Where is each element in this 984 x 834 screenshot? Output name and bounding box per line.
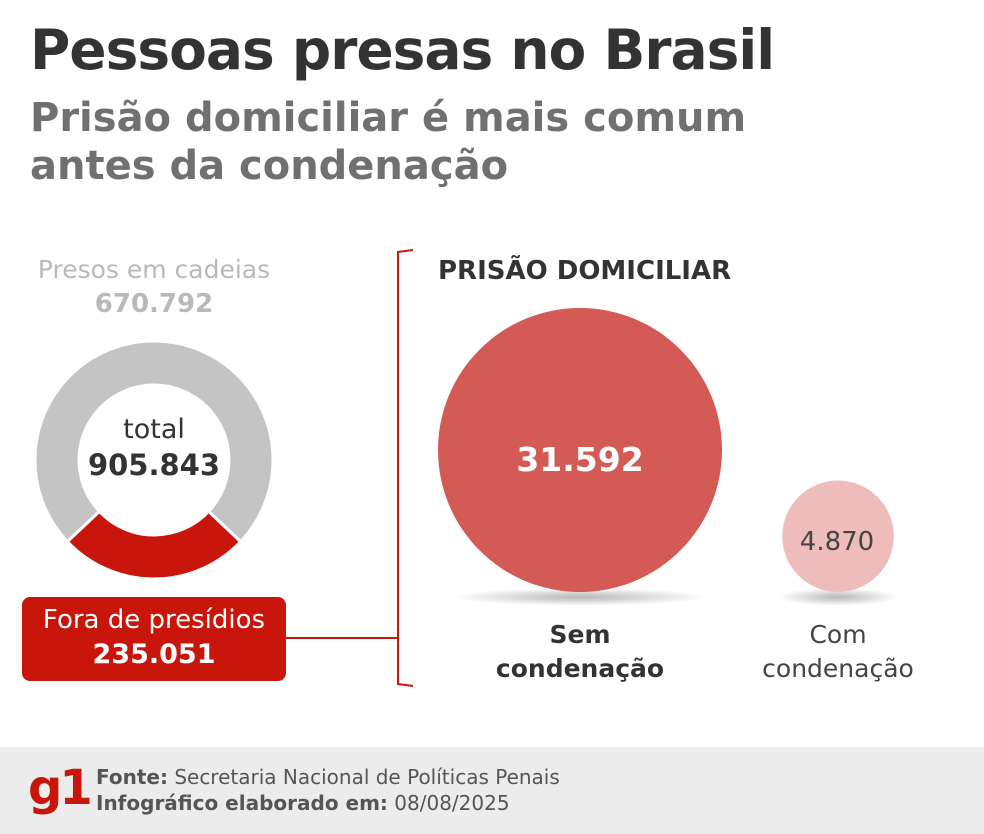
g1-logo: g1	[28, 760, 93, 816]
page-subtitle: Prisão domiciliar é mais comum antes da …	[30, 95, 747, 189]
footer: g1 Fonte: Secretaria Nacional de Polític…	[0, 747, 984, 834]
sem-label-line-2: condenação	[495, 654, 665, 683]
source-label: Fonte:	[96, 765, 168, 789]
bubble-sem-condenacao	[438, 308, 722, 592]
bubble-com-condenacao-shadow	[778, 588, 898, 606]
donut-total-label: total	[123, 414, 185, 445]
fora-label: Fora de presídios	[42, 605, 266, 635]
com-label-line-2: condenação	[762, 654, 914, 683]
date-line: Infográfico elaborado em: 08/08/2025	[96, 791, 510, 815]
bubble-sem-condenacao-shadow	[452, 588, 708, 606]
com-label-line-1: Com	[809, 620, 867, 649]
donut-slice-fora-de-presidios	[65, 509, 243, 581]
donut-total-value: 905.843	[87, 448, 221, 482]
fora-de-presidios-badge: Fora de presídios 235.051	[22, 597, 286, 681]
prisao-domiciliar-title: PRISÃO DOMICILIAR	[438, 256, 732, 286]
bubble-chart	[438, 308, 898, 606]
sem-condenacao-value: 31.592	[516, 440, 644, 479]
bracket-connector	[286, 249, 414, 687]
com-condenacao-label: Com condenação	[738, 618, 938, 686]
page-title: Pessoas presas no Brasil	[30, 18, 775, 82]
bracket-line	[397, 249, 414, 687]
sem-label-line-1: Sem	[549, 620, 611, 649]
bubble-com-condenacao	[782, 480, 894, 592]
date-value: 08/08/2025	[394, 791, 510, 815]
fora-value: 235.051	[92, 639, 216, 670]
source-line: Fonte: Secretaria Nacional de Políticas …	[96, 765, 560, 789]
source-value: Secretaria Nacional de Políticas Penais	[174, 765, 560, 789]
presos-value: 670.792	[94, 289, 214, 319]
date-label: Infográfico elaborado em:	[96, 791, 388, 815]
com-condenacao-value: 4.870	[799, 527, 875, 557]
donut-chart	[33, 339, 275, 581]
presos-label: Presos em cadeias	[37, 255, 271, 284]
sem-condenacao-label: Sem condenação	[470, 618, 690, 686]
donut-slice-presos-em-cadeias	[33, 339, 275, 544]
